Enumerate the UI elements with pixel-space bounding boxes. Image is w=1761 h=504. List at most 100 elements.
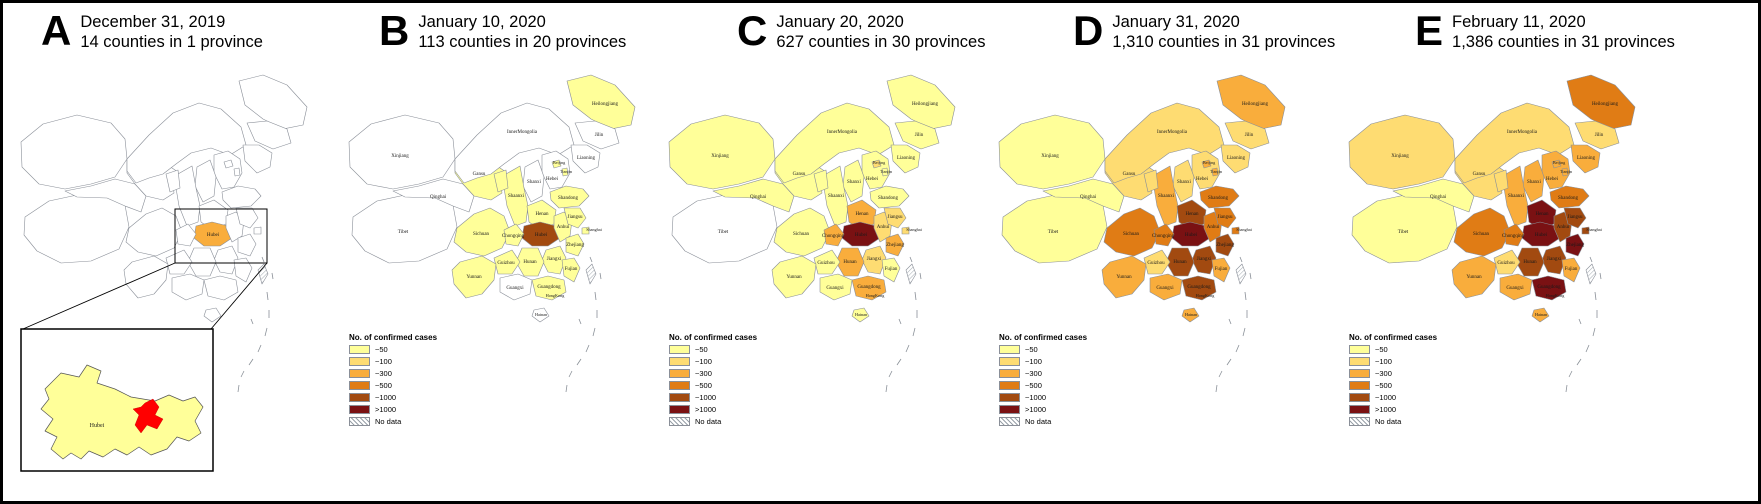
province-label: Xinjiang [391,154,409,159]
sea-island-dash [898,318,902,325]
province-shaanxi [1503,165,1529,227]
province-liaoning [890,144,921,174]
legend-item: ~1000 [349,393,437,402]
province-label: Jilin [915,133,924,138]
zoom-rectangle [174,208,268,264]
province-chongqing [503,223,525,247]
province-label: Tibet [1398,230,1409,235]
province-jiangsu [1563,207,1587,229]
panel-subtitle: 1,386 counties in 31 provinces [1452,32,1675,51]
province-label: Heilongjiang [1592,102,1619,107]
province-taiwan [1235,263,1247,285]
sea-island-dash [1215,384,1218,393]
province-shandong [869,185,910,209]
province-label: Guangdong [537,285,561,290]
legend-swatch-c300 [999,369,1020,378]
province-label: HongKong [1546,293,1566,298]
province-heilongjiang [238,74,308,130]
province-fujian [561,257,581,283]
legend-item-label: ~50 [1375,345,1388,354]
legend-item-label: ~1000 [1375,393,1397,402]
sea-island-dash [909,256,913,263]
panel-date: January 20, 2020 [776,13,904,31]
legend: No. of confirmed cases ~50 ~100 ~300 ~500 ~1… [349,333,437,429]
province-tianjin [233,167,241,177]
legend-swatch-nodata [999,417,1020,426]
legend-item-label: ~1000 [1025,393,1047,402]
province-label: Chongqing [1152,234,1175,239]
province-label: HongKong [1196,293,1216,298]
inset-affected-counties [132,398,164,434]
province-beijing [223,159,234,169]
province-label: Hubei [207,233,220,238]
province-taiwan [905,263,917,285]
province-label: Hainan [1185,312,1198,317]
province-xinjiang [668,114,776,190]
province-chongqing [175,223,197,247]
sea-island-dash [1218,370,1223,378]
sea-island-dash [248,358,254,366]
province-fujian [1561,257,1581,283]
legend-swatch-c1000 [1349,393,1370,402]
province-guizhou [165,249,193,275]
panel-letter: A [41,7,72,54]
province-guangdong [851,275,887,301]
province-xinjiang [20,114,128,190]
province-label: InnerMongolia [1157,130,1188,135]
province-label: Hunan [523,260,537,265]
province-guizhou [493,249,521,275]
province-label: Shanxi [1527,180,1542,185]
legend-item-label: ~1000 [695,393,717,402]
legend-item: ~100 [669,357,757,366]
province-label: Guangxi [1506,286,1524,291]
province-jiangsu [235,207,259,229]
sea-island-dash [905,344,910,353]
province-jiangsu [563,207,587,229]
legend-swatch-c50 [999,345,1020,354]
province-label: HongKong [866,293,886,298]
legend-swatch-c1000 [999,393,1020,402]
province-liaoning [1220,144,1251,174]
province-shanghai [1231,226,1240,235]
province-jiangsu [1213,207,1237,229]
legend-item: ~500 [1349,381,1437,390]
province-label: Zhejiang [566,243,584,248]
province-label: Jiangsu [1218,215,1234,220]
province-label: Chongqing [822,234,845,239]
legend-item-label: ~500 [1375,381,1392,390]
province-zhejiang [237,233,257,257]
legend-item: ~50 [349,345,437,354]
sea-island-dash [568,370,573,378]
china-map: Xinjiang Tibet Qinghai Gansu InnerMongolia He… [668,74,956,393]
province-chongqing [1153,223,1175,247]
legend-item: ~300 [999,369,1087,378]
legend-item: No data [1349,417,1437,426]
province-label: Liaoning [577,156,596,161]
province-innermongolia [126,102,247,184]
sea-island-dash [266,291,269,301]
sea-island-dash [888,370,893,378]
legend-item: ~1000 [999,393,1087,402]
sea-island-dash [240,370,245,378]
sea-island-dash [250,318,254,325]
inset-province-label: Hubei [90,423,105,429]
legend-item-label: ~100 [1025,357,1042,366]
province-label: Fujian [885,267,898,272]
legend-item: ~100 [999,357,1087,366]
legend-item: ~500 [669,381,757,390]
panel-C: C January 20, 2020 627 counties in 30 pr… [653,3,985,501]
legend-swatch-c100 [669,357,690,366]
province-hainan [1531,307,1550,323]
province-label: Anhui [557,225,570,230]
panel-caption: December 31, 2019 14 counties in 1 provi… [80,11,263,53]
legend-item-label: >1000 [1375,405,1397,414]
province-label: Gansu [1123,172,1136,177]
province-shaanxi [1153,165,1179,227]
legend-item: >1000 [1349,405,1437,414]
sea-island-dash [1578,318,1582,325]
panel-header: C January 20, 2020 627 counties in 30 pr… [737,10,985,53]
province-label: Qinghai [1080,195,1097,200]
province-shanghai [1581,226,1590,235]
province-ningxia [1143,169,1159,193]
sea-island-dash [261,256,265,263]
